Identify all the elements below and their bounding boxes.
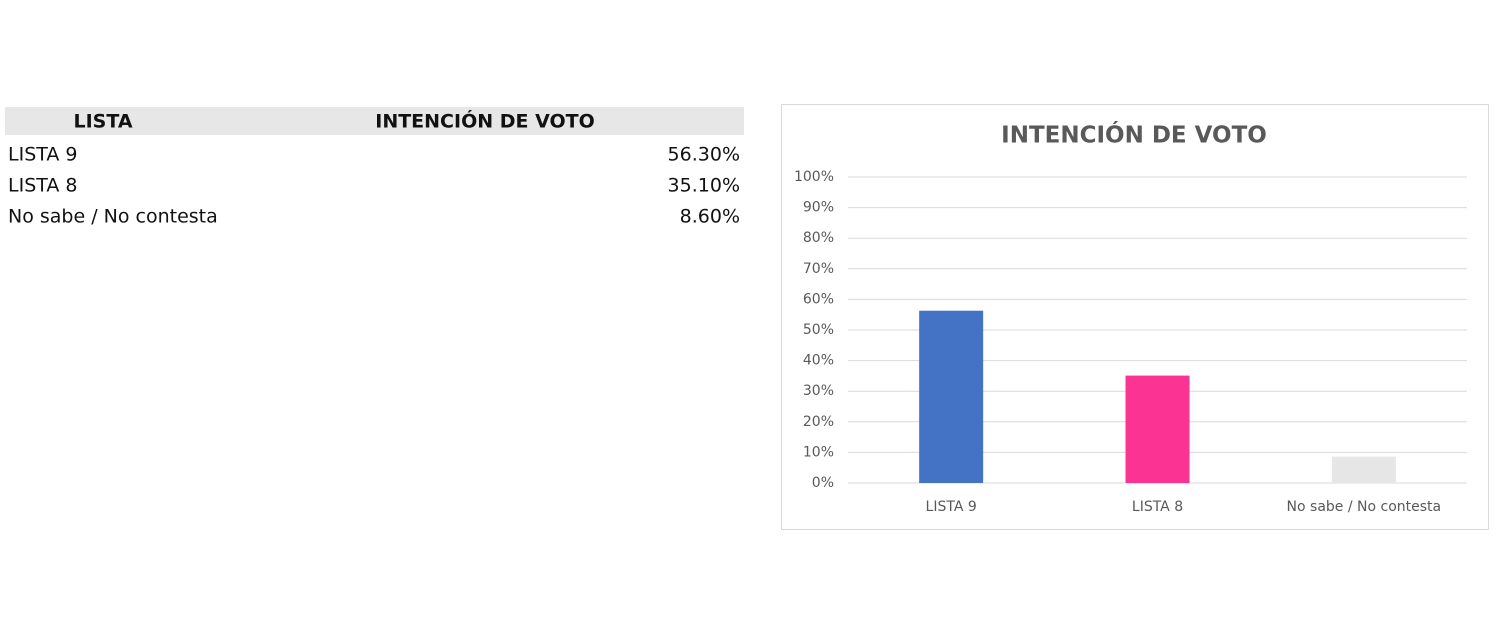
table-cell: 35.10% [668,175,740,197]
table-header: LISTA [73,111,132,133]
chart: 0% 10% 20% 30% 40% 50% 60% 70% 80% 90% 100% LISTA 9… [794,169,1467,515]
chart-title: INTENCIÓN DE VOTO [1001,121,1267,149]
y-tick-label: 80% [803,230,834,246]
y-tick-label: 60% [803,291,834,307]
table-cell: No sabe / No contesta [8,206,218,228]
y-tick-label: 90% [803,200,834,216]
table-header: INTENCIÓN DE VOTO [375,109,595,133]
table-body: LISTA 9 56.30% LISTA 8 35.10% No sabe / No c… [8,144,740,228]
table-header-bg [5,107,744,135]
bar [1331,456,1396,483]
x-tick-label: LISTA 9 [926,499,977,515]
y-tick-label: 20% [803,414,834,430]
y-tick-label: 40% [803,353,834,369]
bar [919,310,984,483]
y-tick-label: 10% [803,444,834,460]
table-cell: LISTA 8 [8,175,78,197]
table-cell: 8.60% [680,206,740,228]
bar [1125,375,1190,483]
y-tick-label: 30% [803,383,834,399]
y-tick-label: 0% [812,475,834,491]
y-tick-label: 70% [803,261,834,277]
table-cell: LISTA 9 [8,144,78,166]
y-tick-label: 100% [794,169,834,185]
table-cell: 56.30% [668,144,740,166]
y-tick-label: 50% [803,322,834,338]
x-tick-label: No sabe / No contesta [1287,499,1442,515]
x-tick-label: LISTA 8 [1132,499,1183,515]
